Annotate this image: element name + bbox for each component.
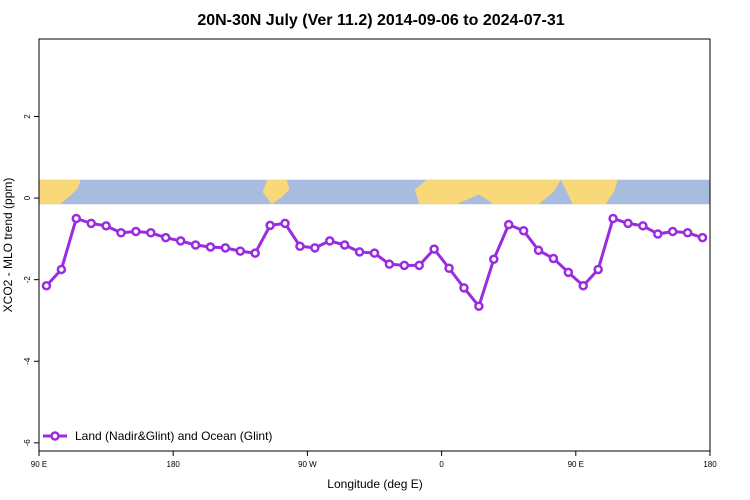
y-axis-label: XCO2 - MLO trend (ppm) — [1, 178, 15, 313]
legend: Land (Nadir&Glint) and Ocean (Glint) — [43, 429, 272, 443]
legend-label: Land (Nadir&Glint) and Ocean (Glint) — [75, 429, 272, 443]
series-line — [45, 216, 704, 308]
world-map-band — [39, 179, 710, 205]
x-axis: 90 E 180 90 W 0 90 E 180 — [31, 451, 717, 469]
x-tick-label: 90 W — [298, 460, 317, 469]
data-point — [653, 229, 663, 239]
data-point — [41, 281, 52, 291]
data-point — [414, 260, 424, 271]
land-shape — [262, 179, 290, 205]
data-point — [116, 228, 126, 238]
land-shape — [414, 179, 561, 205]
data-point — [250, 248, 260, 258]
data-point — [205, 242, 216, 252]
data-point — [623, 218, 633, 229]
data-point — [265, 220, 275, 231]
legend-marker — [50, 431, 60, 441]
data-point — [548, 253, 559, 264]
data-point — [593, 264, 603, 275]
data-point — [280, 218, 290, 229]
y-tick-label: 0 — [23, 195, 32, 200]
data-point — [190, 240, 201, 250]
data-point — [533, 245, 544, 256]
y-tick-label: -6 — [23, 439, 32, 447]
data-point — [175, 236, 186, 246]
x-tick-label: 90 E — [31, 460, 47, 469]
data-point — [384, 259, 395, 269]
data-point — [325, 236, 335, 246]
series-layer — [41, 213, 708, 311]
data-point — [459, 283, 469, 293]
data-point — [310, 243, 320, 253]
data-point — [518, 225, 529, 236]
data-point — [86, 218, 96, 229]
data-point — [489, 254, 499, 265]
data-point — [220, 243, 231, 253]
y-tick-label: 2 — [23, 114, 32, 119]
data-point — [682, 228, 693, 238]
land-shape — [560, 179, 618, 205]
data-point — [399, 260, 410, 271]
data-point — [235, 246, 246, 256]
plot-area-frame — [38, 38, 711, 452]
data-point — [697, 232, 708, 243]
data-point — [503, 219, 514, 230]
data-point — [578, 281, 589, 291]
y-tick-label: -2 — [23, 276, 32, 284]
x-tick-label: 180 — [167, 460, 181, 469]
data-point — [146, 228, 156, 238]
data-point — [429, 244, 439, 254]
data-point — [563, 267, 574, 278]
x-axis-label: Longitude (deg E) — [327, 477, 422, 491]
data-point — [101, 221, 111, 231]
data-point — [71, 213, 82, 224]
x-tick-label: 0 — [439, 460, 444, 469]
data-point — [474, 301, 484, 311]
data-point — [444, 263, 454, 274]
data-point — [667, 226, 678, 237]
y-tick-label: -4 — [23, 357, 32, 365]
data-point — [339, 240, 350, 250]
data-point — [131, 226, 141, 237]
data-point — [295, 241, 305, 251]
data-point — [369, 248, 380, 258]
data-point — [638, 221, 648, 231]
chart-title: 20N-30N July (Ver 11.2) 2014-09-06 to 20… — [197, 12, 564, 29]
x-tick-label: 90 E — [568, 460, 584, 469]
y-axis: -6 -4 -2 0 2 — [23, 114, 39, 447]
data-point — [160, 232, 171, 243]
data-point — [56, 264, 67, 275]
data-point — [354, 247, 365, 257]
land-shape — [39, 179, 81, 205]
x-tick-label: 180 — [703, 460, 717, 469]
data-point — [608, 213, 618, 224]
